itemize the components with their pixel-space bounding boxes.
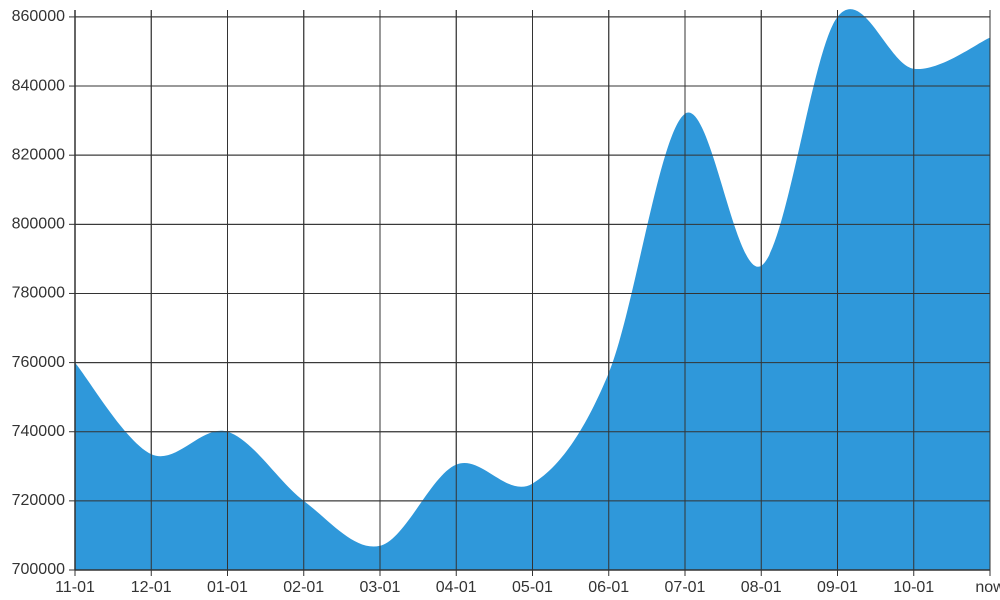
- ytick-label: 820000: [12, 146, 65, 163]
- xtick-label: 01-01: [207, 579, 248, 596]
- xtick-label: 02-01: [283, 579, 324, 596]
- xtick-label: 03-01: [360, 579, 401, 596]
- ytick-label: 760000: [12, 354, 65, 371]
- xtick-label: 06-01: [588, 579, 629, 596]
- xtick-label: now: [975, 579, 1000, 596]
- ytick-label: 700000: [12, 561, 65, 578]
- xtick-label: 12-01: [131, 579, 172, 596]
- xtick-label: 05-01: [512, 579, 553, 596]
- chart-svg: 700000 720000 740000 760000 780000 800000 8200…: [0, 0, 1000, 600]
- ytick-label: 740000: [12, 423, 65, 440]
- xtick-label: 08-01: [741, 579, 782, 596]
- ytick-label: 840000: [12, 77, 65, 94]
- ytick-label: 800000: [12, 216, 65, 233]
- ytick-label: 860000: [12, 8, 65, 25]
- xtick-label: 10-01: [893, 579, 934, 596]
- xtick-label: 07-01: [665, 579, 706, 596]
- ytick-label: 720000: [12, 492, 65, 509]
- area-chart: 700000 720000 740000 760000 780000 800000 8200…: [0, 0, 1000, 600]
- ytick-label: 780000: [12, 285, 65, 302]
- xtick-label: 09-01: [817, 579, 858, 596]
- xtick-label: 11-01: [55, 579, 95, 596]
- xtick-label: 04-01: [436, 579, 477, 596]
